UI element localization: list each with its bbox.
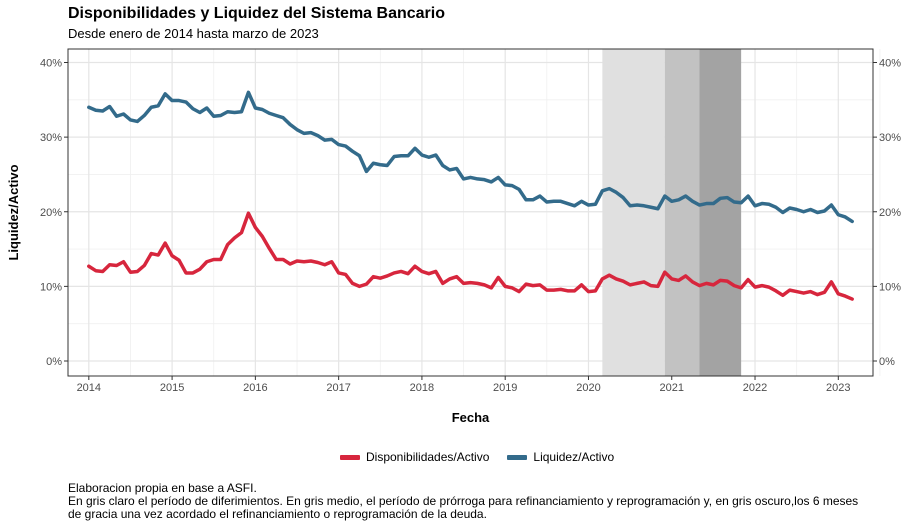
- legend-item-liquidez: Liquidez/Activo: [507, 450, 614, 464]
- x-tick-label: 2016: [243, 382, 267, 394]
- x-tick-label: 2023: [826, 382, 850, 394]
- legend-label-disponibilidades: Disponibilidades/Activo: [366, 450, 490, 464]
- chart-subtitle: Desde enero de 2014 hasta marzo de 2023: [68, 26, 319, 41]
- plot-border: [67, 48, 874, 377]
- x-tick-label: 2014: [77, 382, 101, 394]
- caption: Elaboracion propia en base a ASFI. En gr…: [68, 482, 858, 521]
- y-tick-label-right: 30%: [879, 132, 901, 144]
- x-tick-label: 2018: [410, 382, 434, 394]
- legend-swatch-disponibilidades: [340, 454, 360, 460]
- y-tick-label-left: 10%: [40, 281, 62, 293]
- legend-label-liquidez: Liquidez/Activo: [533, 450, 615, 464]
- legend-item-disponibilidades: Disponibilidades/Activo: [340, 450, 489, 464]
- series-line-disponibilidades: [87, 211, 854, 301]
- y-tick-label-right: 10%: [879, 281, 901, 293]
- legend-swatch-liquidez: [507, 454, 528, 460]
- shaded-period-dark: [699, 49, 742, 376]
- legend: Disponibilidades/Activo Liquidez/Activo: [340, 450, 632, 464]
- chart-title: Disponibilidades y Liquidez del Sistema …: [68, 5, 445, 22]
- series-line-liquidez: [87, 90, 854, 224]
- y-tick-label-right: 0%: [879, 356, 895, 368]
- x-tick-label: 2017: [326, 382, 350, 394]
- y-axis-title: Liquidez/Activo: [6, 164, 21, 260]
- x-tick-label: 2021: [660, 382, 684, 394]
- shaded-period-mid: [664, 49, 700, 376]
- y-tick-label-left: 40%: [40, 58, 62, 70]
- x-axis-title: Fecha: [452, 410, 490, 425]
- y-tick-label-left: 20%: [40, 207, 62, 219]
- plot-background: [68, 49, 873, 376]
- x-tick-label: 2015: [160, 382, 184, 394]
- y-tick-label-left: 30%: [40, 132, 62, 144]
- x-tick-label: 2020: [576, 382, 600, 394]
- y-tick-label-right: 40%: [879, 58, 901, 70]
- caption-line: de gracia una vez acordado el refinancia…: [68, 507, 487, 521]
- caption-line: En gris claro el período de diferimiento…: [68, 494, 859, 508]
- x-tick-label: 2019: [493, 382, 517, 394]
- x-tick-label: 2022: [743, 382, 767, 394]
- shaded-period-light: [602, 49, 665, 376]
- y-tick-label-right: 20%: [879, 207, 901, 219]
- y-tick-label-left: 0%: [46, 356, 62, 368]
- caption-line: Elaboracion propia en base a ASFI.: [68, 481, 257, 495]
